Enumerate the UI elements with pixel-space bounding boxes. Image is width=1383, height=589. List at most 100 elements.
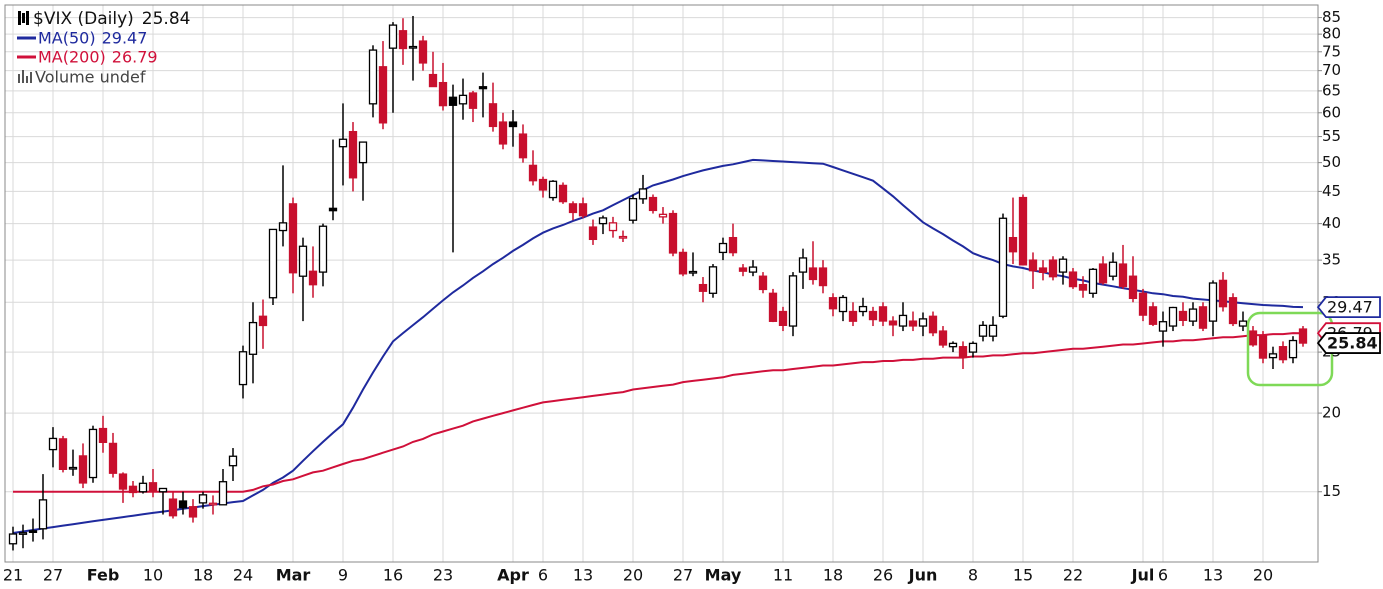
candle-body [728,236,738,254]
price-tag [1316,332,1381,354]
candle-body [608,222,618,232]
y-tick-label: 60 [1322,103,1341,121]
candle-body [828,297,838,310]
candle-body [898,314,908,327]
candle-body [878,306,888,322]
legend-title: $VIX (Daily) [33,9,134,29]
candle-body [928,315,938,334]
candle-body [1138,292,1148,316]
x-tick-label: 21 [3,566,23,585]
candle-body [1128,275,1138,300]
candle-body [1028,259,1038,272]
candle-body [1018,196,1028,266]
candle-body [798,257,808,273]
legend-icon [22,70,24,83]
x-tick-label: 24 [233,566,253,585]
y-tick-label: 45 [1322,182,1341,200]
candle-body [138,482,148,493]
candle-body [208,502,218,506]
y-tick-label: 35 [1322,251,1341,269]
candle-body [948,342,958,348]
candle-body [218,481,228,506]
candle-body [278,222,288,232]
candle-body [1038,267,1048,273]
candle-body [298,245,308,277]
candle-body [1278,346,1288,361]
legend-value: 29.47 [102,29,148,48]
candle-body [288,203,298,274]
candle-body [1098,263,1108,284]
candle-body [478,86,488,90]
price-tag [1316,296,1381,319]
x-tick-label: 23 [433,566,453,585]
candle-body [1048,259,1058,278]
candle-body [548,180,558,199]
candle-body [528,164,538,182]
x-tick-label: 18 [193,566,213,585]
candle-body [1258,335,1268,359]
candles [8,15,1308,551]
candle-body [668,212,678,254]
candle-body [198,494,208,504]
candle-body [568,203,578,214]
x-tick-label: May [705,566,742,585]
candle-body [158,487,168,493]
candle-body [1288,339,1298,359]
candle-body [178,500,188,509]
legend-value: 26.79 [112,48,158,67]
price-tag-label: 25.84 [1327,334,1378,353]
candle-body [228,455,238,467]
candle-body [48,437,58,451]
candle-body [498,121,508,145]
candle-body [398,30,408,50]
candle-body [988,324,998,337]
x-tick-label: 22 [1063,566,1083,585]
candle-body [998,217,1008,317]
candle-body [1058,258,1068,273]
candle-body [588,226,598,241]
candle-body [538,178,548,191]
candle-body [368,49,378,105]
candle-body [268,228,278,299]
legend-icon [18,74,20,83]
candle-body [148,482,158,492]
candle-body [1248,330,1258,346]
y-tick-label: 15 [1322,482,1341,500]
candle-body [428,73,438,88]
candle-body [598,217,608,225]
candle-body [18,532,28,535]
candle-body [858,305,868,313]
candle-body [388,24,398,49]
candle-body [618,235,628,239]
candle-body [308,270,318,286]
legend-icon [18,11,21,25]
candle-body [378,66,388,124]
x-tick-label: 8 [968,566,978,585]
candle-body [508,121,518,128]
candle-body [708,266,718,294]
candle-body [558,184,568,203]
candle-body [488,103,498,128]
candle-body [1148,306,1158,325]
legend: $VIX (Daily) 25.84 MA(50) 29.47 MA(200) … [17,9,190,87]
candle-body [188,506,198,518]
candle-body [1198,306,1208,329]
candle-body [778,310,788,326]
candle-body [768,292,778,322]
candle-body [1008,236,1018,253]
y-tick-label: 80 [1322,25,1341,43]
candle-body [8,533,18,545]
candle-body [128,485,138,494]
x-tick-label: 9 [338,566,348,585]
candle-body [1168,306,1178,327]
x-tick-label: 27 [673,566,693,585]
legend-icon [26,76,28,83]
x-tick-label: 13 [573,566,593,585]
x-tick-label: 15 [1013,566,1033,585]
candle-body [688,270,698,274]
candle-body [118,473,128,490]
grid [5,5,1318,562]
candle-body [678,251,688,275]
candle-body [98,427,108,444]
